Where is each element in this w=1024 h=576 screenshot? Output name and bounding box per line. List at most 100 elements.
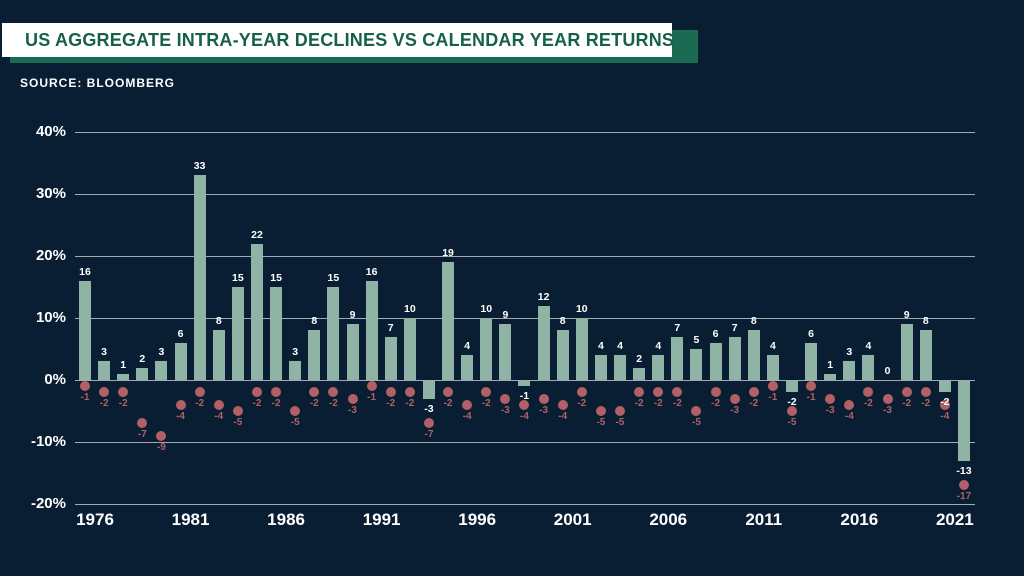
return-value-label: 8 [215, 315, 222, 328]
decline-dot [538, 393, 549, 404]
return-value-label: -2 [787, 396, 797, 409]
decline-dot [825, 393, 836, 404]
decline-dot [443, 387, 454, 398]
decline-value-label: -9 [156, 441, 166, 453]
gridline [75, 131, 975, 133]
return-value-label: -1 [519, 390, 530, 403]
decline-dot [576, 387, 587, 398]
decline-dot [806, 381, 817, 392]
decline-dot [920, 387, 931, 398]
decline-dot [462, 399, 473, 410]
return-value-label: 5 [693, 334, 700, 346]
decline-value-label: -2 [252, 398, 262, 410]
decline-dot [137, 418, 148, 429]
decline-dot [156, 430, 167, 441]
decline-value-label: -2 [481, 398, 491, 410]
decline-dot [710, 387, 721, 398]
y-axis-tick-label: 10% [35, 309, 66, 326]
return-bar [556, 330, 569, 380]
return-bar [690, 349, 703, 380]
decline-dot [500, 393, 511, 404]
return-value-label: 4 [655, 340, 662, 353]
gridline [75, 441, 975, 443]
x-axis-tick-label: 2006 [649, 510, 688, 529]
decline-dot [653, 387, 664, 398]
decline-value-label: -2 [386, 398, 396, 410]
decline-value-label: -2 [99, 398, 109, 410]
return-bar [270, 287, 283, 380]
return-bar [518, 380, 531, 387]
decline-dot [385, 387, 396, 398]
return-value-label: 15 [327, 272, 340, 284]
chart-title: US AGGREGATE INTRA-YEAR DECLINES VS CALE… [25, 29, 675, 50]
return-bar [193, 175, 206, 380]
return-bar [805, 342, 818, 380]
decline-value-label: -5 [290, 417, 300, 428]
return-bar [537, 305, 550, 380]
decline-value-label: -4 [214, 410, 224, 422]
return-value-label: 7 [674, 321, 681, 334]
return-value-label: 15 [270, 272, 282, 284]
return-bar [346, 324, 359, 380]
decline-value-label: -17 [956, 491, 972, 503]
decline-dot [404, 387, 415, 398]
return-bar [155, 361, 168, 380]
decline-dot [80, 381, 90, 392]
decline-value-label: -2 [328, 398, 338, 410]
decline-value-label: -1 [367, 392, 377, 404]
decline-value-label: -7 [137, 429, 147, 441]
decline-dot [423, 418, 434, 429]
y-axis-tick-label: -10% [30, 433, 66, 450]
return-value-label: 8 [311, 315, 318, 328]
return-bar [442, 262, 455, 380]
return-bar [250, 243, 263, 380]
decline-value-label: -3 [730, 404, 740, 416]
decline-value-label: -2 [902, 398, 912, 410]
gridline [75, 255, 975, 257]
return-value-label: 2 [139, 352, 146, 365]
return-bar [728, 336, 741, 380]
return-bar [403, 318, 416, 380]
return-value-label: 19 [442, 247, 454, 260]
decline-dot [481, 387, 492, 398]
decline-dot [691, 406, 702, 416]
return-bar [652, 355, 665, 380]
decline-value-label: -3 [348, 404, 357, 416]
y-axis-tick-label: 40% [35, 123, 66, 140]
return-value-label: 8 [922, 315, 929, 328]
decline-dot [729, 393, 740, 404]
return-value-label: 22 [251, 228, 263, 241]
return-value-label: 15 [232, 272, 244, 284]
return-value-label: 12 [537, 290, 550, 303]
x-axis-tick-label: 1991 [362, 510, 401, 529]
x-axis-tick-label: 2011 [745, 510, 783, 529]
source-label: SOURCE: BLOOMBERG [20, 76, 175, 90]
decline-dot [767, 381, 778, 392]
return-value-label: 6 [177, 327, 184, 340]
decline-dot [863, 387, 874, 398]
decline-value-label: -5 [596, 417, 606, 428]
decline-value-label: -2 [653, 398, 663, 410]
return-value-label: 8 [750, 315, 757, 328]
return-value-label: 3 [158, 346, 165, 359]
title-banner: US AGGREGATE INTRA-YEAR DECLINES VS CALE… [2, 23, 675, 57]
return-bar [117, 373, 130, 380]
return-bar [212, 330, 225, 380]
decline-dot [939, 399, 950, 410]
y-axis-tick-label: 30% [35, 185, 66, 202]
decline-value-label: -5 [615, 417, 625, 428]
decline-value-label: -7 [424, 429, 434, 441]
decline-value-label: -2 [921, 398, 931, 410]
gridline [75, 193, 975, 195]
return-bar [79, 280, 91, 380]
decline-value-label: -3 [883, 404, 892, 416]
return-value-label: 10 [480, 303, 493, 315]
return-value-label: -3 [424, 402, 434, 415]
decline-value-label: -4 [558, 410, 568, 422]
return-value-label: -13 [956, 464, 972, 477]
return-bar [766, 355, 779, 380]
decline-dot [328, 387, 339, 398]
return-bar [174, 342, 187, 380]
decline-dot [615, 406, 626, 416]
decline-value-label: -4 [520, 410, 529, 422]
